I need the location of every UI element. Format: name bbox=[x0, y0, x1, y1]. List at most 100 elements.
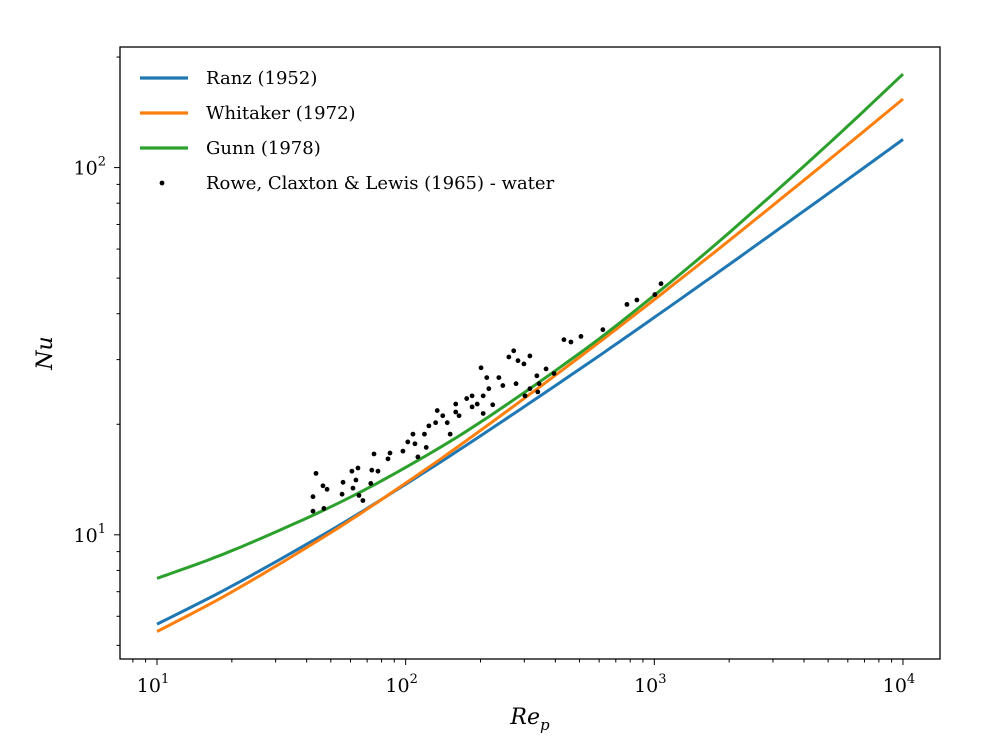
data-point bbox=[480, 393, 486, 399]
data-point bbox=[521, 361, 527, 367]
data-point bbox=[405, 439, 411, 445]
data-point bbox=[600, 327, 606, 333]
data-point bbox=[423, 444, 429, 450]
data-point bbox=[453, 409, 459, 415]
data-point bbox=[484, 375, 490, 380]
data-point bbox=[658, 281, 664, 287]
data-point bbox=[433, 420, 439, 426]
series-line-whitaker-1972 bbox=[156, 97, 904, 633]
plot-frame bbox=[119, 46, 941, 660]
data-point bbox=[422, 431, 427, 437]
data-point bbox=[624, 302, 630, 307]
data-point bbox=[324, 486, 330, 492]
data-point bbox=[313, 470, 319, 476]
data-point bbox=[535, 389, 541, 395]
data-point bbox=[355, 465, 361, 471]
data-point bbox=[320, 483, 326, 489]
x-tick-exponent: 3 bbox=[658, 672, 666, 687]
data-point bbox=[490, 402, 496, 408]
data-point bbox=[464, 396, 470, 401]
legend-label-whitaker-1972: Whitaker (1972) bbox=[206, 103, 356, 124]
data-point bbox=[561, 337, 567, 343]
data-point bbox=[356, 493, 362, 498]
data-point bbox=[527, 353, 533, 359]
data-point bbox=[513, 381, 519, 387]
data-point bbox=[496, 375, 502, 380]
legend-label-ranz-1952: Ranz (1952) bbox=[206, 68, 317, 89]
data-point bbox=[456, 413, 462, 419]
data-point bbox=[474, 401, 480, 407]
x-tick-label: 101 bbox=[137, 672, 169, 697]
data-point bbox=[400, 448, 406, 454]
data-point bbox=[368, 481, 374, 486]
x-tick-label: 102 bbox=[385, 672, 417, 697]
data-point bbox=[534, 373, 540, 379]
x-axis-label-sub: p bbox=[540, 716, 550, 734]
data-point bbox=[480, 411, 486, 416]
data-point bbox=[543, 366, 549, 372]
data-point bbox=[350, 485, 356, 491]
x-tick-label: 103 bbox=[634, 672, 666, 697]
x-tick-base: 10 bbox=[883, 675, 907, 697]
data-point bbox=[568, 339, 574, 345]
data-point bbox=[551, 371, 557, 376]
y-tick-exponent: 1 bbox=[98, 522, 106, 537]
data-point bbox=[486, 386, 492, 392]
data-point bbox=[369, 467, 375, 473]
data-point bbox=[410, 431, 416, 437]
data-point bbox=[522, 393, 528, 399]
data-point bbox=[434, 408, 440, 413]
x-axis-label-main: Re bbox=[509, 705, 540, 730]
data-point bbox=[310, 508, 316, 514]
data-point bbox=[515, 358, 521, 364]
data-point bbox=[339, 491, 345, 497]
data-point bbox=[634, 297, 640, 303]
y-tick-label: 102 bbox=[74, 155, 106, 180]
data-point bbox=[453, 401, 459, 407]
x-tick-base: 10 bbox=[634, 675, 658, 697]
data-point bbox=[371, 451, 377, 457]
y-tick-exponent: 2 bbox=[98, 155, 106, 170]
legend: Ranz (1952) Whitaker (1972) Gunn (1978) Row… bbox=[140, 68, 555, 194]
x-tick-base: 10 bbox=[385, 675, 409, 697]
data-point bbox=[469, 393, 475, 399]
data-point bbox=[412, 441, 418, 447]
data-point bbox=[506, 354, 512, 360]
data-point bbox=[387, 450, 393, 456]
x-tick-label: 104 bbox=[883, 672, 915, 697]
plot-marks bbox=[156, 73, 905, 633]
data-point bbox=[469, 404, 475, 410]
data-point bbox=[500, 383, 506, 388]
legend-label-rowe-claxton-lewis-1965-water: Rowe, Claxton & Lewis (1965) - water bbox=[206, 173, 555, 194]
data-point bbox=[478, 365, 484, 371]
legend-label-gunn-1978: Gunn (1978) bbox=[206, 138, 321, 159]
data-point bbox=[578, 333, 584, 339]
x-tick-exponent: 2 bbox=[410, 672, 418, 687]
x-tick-exponent: 1 bbox=[161, 672, 169, 687]
data-point bbox=[415, 454, 421, 460]
data-point bbox=[426, 423, 432, 429]
x-tick-exponent: 4 bbox=[907, 672, 915, 687]
legend-swatch-rowe-claxton-lewis-1965-water bbox=[159, 180, 165, 186]
y-tick-base: 10 bbox=[74, 158, 98, 180]
data-point bbox=[440, 413, 446, 419]
data-point bbox=[321, 506, 327, 511]
data-point bbox=[375, 468, 381, 474]
data-point bbox=[385, 456, 391, 462]
data-point bbox=[511, 348, 517, 354]
y-tick-label: 101 bbox=[74, 522, 106, 547]
series-line-ranz-1952 bbox=[156, 138, 904, 626]
y-axis-label: Nu bbox=[33, 336, 58, 370]
data-point bbox=[447, 431, 453, 437]
data-point bbox=[353, 477, 359, 483]
data-point bbox=[310, 494, 316, 500]
data-point bbox=[652, 292, 658, 297]
data-point bbox=[360, 498, 366, 503]
data-point bbox=[444, 420, 450, 426]
data-point bbox=[349, 468, 355, 474]
y-tick-base: 10 bbox=[74, 525, 98, 547]
data-point bbox=[536, 381, 542, 387]
x-axis-label: Rep bbox=[509, 705, 550, 734]
